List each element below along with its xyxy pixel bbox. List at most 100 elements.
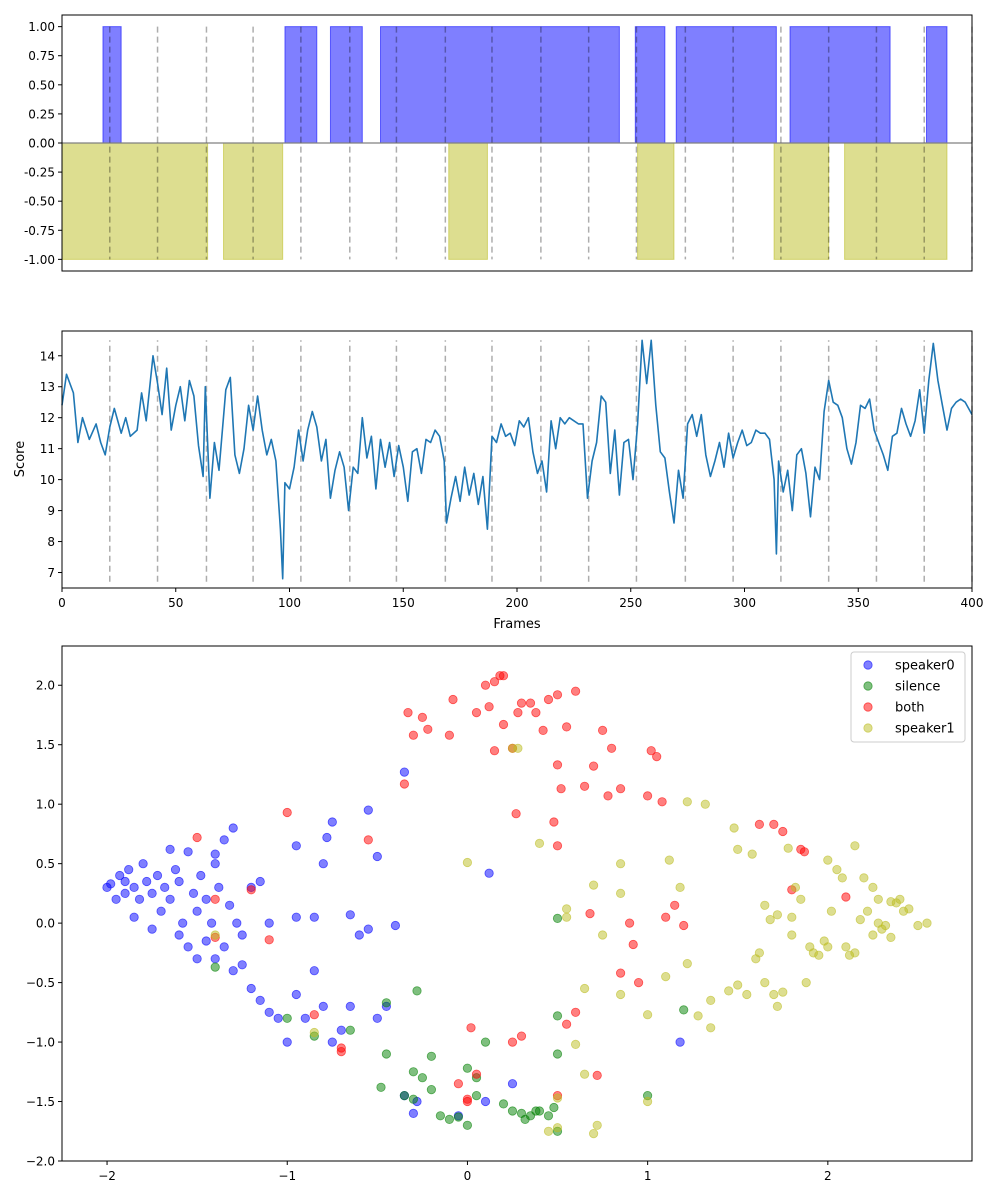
- scatter-point-speaker1: [579, 983, 590, 994]
- activity-segment: [634, 26, 666, 144]
- score-panel-y-axis-label: Score: [13, 441, 28, 477]
- scatter-point-speaker1: [873, 918, 883, 928]
- scatter-point-speaker1: [790, 882, 801, 893]
- y-tick-label: −2.0: [26, 1155, 55, 1169]
- scatter-point-speaker1: [886, 932, 896, 943]
- scatter-point-speaker0: [399, 767, 409, 777]
- scatter-point-both: [210, 894, 220, 904]
- scatter-point-speaker1: [841, 942, 851, 952]
- scatter-point-speaker1: [661, 971, 671, 982]
- scatter-point-speaker0: [201, 894, 211, 904]
- scatter-point-speaker0: [156, 906, 166, 916]
- scatter-point-both: [670, 900, 680, 910]
- scatter-point-both: [624, 918, 635, 928]
- scatter-point-speaker0: [147, 888, 157, 899]
- scatter-point-both: [549, 817, 559, 827]
- scatter-point-speaker1: [742, 989, 752, 1000]
- scatter-point-both: [507, 1037, 518, 1047]
- y-tick-label: 13: [40, 380, 55, 394]
- activity-segment: [675, 26, 777, 144]
- scatter-point-both: [552, 760, 563, 770]
- scatter-point-speaker0: [390, 920, 400, 931]
- scatter-point-silence: [412, 986, 422, 996]
- scatter-point-speaker1: [772, 910, 783, 920]
- scatter-point-speaker1: [850, 948, 860, 958]
- scatter-point-speaker0: [142, 876, 152, 887]
- scatter-point-speaker1: [664, 855, 674, 865]
- scatter-point-speaker1: [615, 989, 626, 1000]
- scatter-point-silence: [417, 1073, 427, 1083]
- scatter-point-speaker1: [814, 950, 824, 960]
- scatter-point-both: [423, 724, 433, 734]
- scatter-point-both: [480, 680, 491, 690]
- y-tick-label: 8: [47, 535, 55, 549]
- scatter-point-speaker0: [255, 876, 265, 887]
- scatter-point-speaker0: [170, 864, 181, 875]
- y-tick-label: 12: [40, 411, 55, 425]
- scatter-point-both: [606, 743, 617, 753]
- activity-segment: [637, 142, 675, 260]
- scatter-point-silence: [552, 1011, 563, 1021]
- scatter-point-speaker0: [291, 841, 301, 851]
- scatter-point-both: [556, 784, 566, 794]
- scatter-point-both: [552, 841, 563, 851]
- scatter-point-speaker0: [322, 832, 332, 843]
- scatter-point-speaker0: [124, 864, 134, 875]
- scatter-point-speaker0: [210, 954, 220, 964]
- scatter-point-speaker0: [228, 823, 238, 833]
- x-tick-label: 350: [847, 596, 870, 610]
- scatter-point-speaker0: [214, 882, 224, 893]
- scatter-point-speaker0: [336, 1025, 346, 1035]
- scatter-point-both: [597, 725, 608, 736]
- scatter-point-speaker0: [219, 942, 229, 952]
- y-tick-label: 0.50: [28, 78, 55, 92]
- y-tick-label: 1.00: [28, 20, 55, 34]
- scatter-point-both: [615, 968, 626, 978]
- scatter-point-speaker1: [904, 904, 914, 914]
- scatter-point-both: [489, 746, 500, 756]
- scatter-point-both: [585, 908, 595, 919]
- scatter-point-speaker0: [138, 859, 148, 869]
- scatter-point-both: [652, 751, 662, 762]
- scatter-point-speaker1: [733, 844, 743, 855]
- scatter-point-speaker0: [237, 930, 247, 940]
- scatter-point-silence: [426, 1051, 436, 1061]
- scatter-point-speaker1: [868, 882, 878, 893]
- scatter-point-speaker0: [291, 989, 301, 1000]
- scatter-point-speaker1: [552, 1123, 563, 1133]
- scatter-point-speaker0: [183, 847, 193, 857]
- scatter-panel-frame: [61, 645, 973, 1162]
- scatter-point-silence: [345, 1025, 355, 1035]
- y-tick-label: 0.00: [28, 137, 55, 151]
- scatter-point-speaker0: [152, 870, 163, 881]
- scatter-point-both: [570, 1007, 581, 1017]
- scatter-point-both: [264, 935, 274, 945]
- scatter-point-speaker1: [787, 912, 797, 922]
- scatter-point-both: [511, 809, 521, 819]
- scatter-point-speaker0: [345, 910, 355, 920]
- scatter-point-silence: [282, 1013, 292, 1023]
- scatter-point-speaker1: [570, 1039, 581, 1050]
- y-tick-label: 7: [47, 566, 55, 580]
- scatter-point-speaker1: [597, 930, 608, 940]
- scatter-point-speaker1: [754, 948, 765, 958]
- scatter-point-speaker0: [309, 966, 319, 976]
- scatter-point-both: [444, 730, 454, 740]
- scatter-point-speaker0: [345, 1001, 355, 1012]
- scatter-point-speaker0: [264, 1007, 274, 1017]
- scatter-point-speaker1: [922, 918, 932, 928]
- scatter-point-speaker0: [120, 888, 130, 899]
- scatter-point-silence: [381, 998, 391, 1008]
- scatter-point-both: [799, 847, 810, 857]
- scatter-point-both: [282, 807, 292, 818]
- scatter-point-speaker0: [354, 930, 364, 940]
- y-tick-label: 0.75: [28, 49, 55, 63]
- scatter-point-speaker0: [192, 906, 202, 916]
- scatter-point-silence: [462, 1063, 472, 1073]
- y-tick-label: −1.0: [26, 1036, 55, 1050]
- y-tick-label: −1.5: [26, 1095, 55, 1109]
- scatter-point-speaker1: [309, 1027, 319, 1038]
- scatter-point-speaker0: [210, 859, 220, 869]
- scatter-point-speaker0: [207, 918, 217, 928]
- y-tick-label: -1.00: [24, 253, 55, 267]
